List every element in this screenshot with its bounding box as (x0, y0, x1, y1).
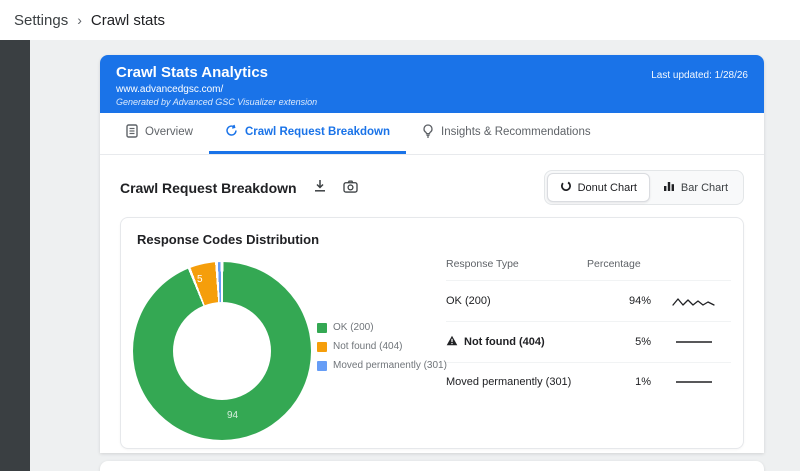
tab-breakdown-label: Crawl Request Breakdown (244, 126, 391, 138)
bar-chart-icon (663, 180, 675, 195)
legend-swatch-moved (317, 360, 327, 371)
donut-chart[interactable]: 94 5 (133, 262, 311, 440)
download-button[interactable] (313, 179, 327, 196)
table-header-row: Response Type Percentage (446, 258, 731, 280)
generated-by-note: Generated by Advanced GSC Visualizer ext… (116, 97, 318, 107)
left-edge-panel (0, 40, 30, 471)
col-response-type: Response Type (446, 258, 519, 270)
card-title: Crawl Stats Analytics (116, 64, 268, 81)
row-not-found-pct: 5% (635, 336, 651, 348)
table-row: Not found (404) 5% (446, 321, 731, 362)
breadcrumb: Settings › Crawl stats (0, 0, 800, 40)
legend-label-not-found: Not found (404) (333, 341, 403, 352)
site-url: www.advancedgsc.com/ (116, 84, 224, 95)
table-row: OK (200) 94% (446, 280, 731, 321)
row-moved-pct: 1% (635, 376, 651, 388)
lightbulb-icon (422, 123, 434, 141)
crawl-stats-card: Crawl Stats Analytics www.advancedgsc.co… (100, 55, 764, 453)
legend-label-moved: Moved permanently (301) (333, 360, 447, 371)
donut-chart-label: Donut Chart (577, 181, 637, 194)
next-section-top (100, 461, 764, 471)
refresh-icon (225, 124, 238, 140)
bar-chart-label: Bar Chart (680, 181, 728, 194)
tab-overview[interactable]: Overview (110, 113, 209, 154)
tab-bar: Overview Crawl Request Breakdown Insight… (100, 113, 764, 155)
document-icon (126, 123, 138, 141)
response-table: Response Type Percentage OK (200) 94% No… (446, 258, 731, 401)
screenshot-button[interactable] (342, 179, 358, 196)
breadcrumb-settings[interactable]: Settings (14, 11, 69, 29)
breadcrumb-separator-icon: › (77, 12, 82, 28)
tab-overview-label: Overview (145, 126, 193, 138)
chart-type-toggle: Donut Chart Bar Chart (543, 170, 744, 205)
row-ok-type: OK (200) (446, 295, 491, 307)
tab-insights-label: Insights & Recommendations (441, 126, 591, 138)
bar-chart-button[interactable]: Bar Chart (650, 173, 741, 202)
legend-item-not-found[interactable]: Not found (404) (317, 341, 447, 352)
sparkline-not-found-icon (657, 339, 731, 345)
tab-crawl-request-breakdown[interactable]: Crawl Request Breakdown (208, 113, 407, 154)
last-updated-label: Last updated: 1/28/26 (651, 70, 748, 81)
legend-swatch-not-found (317, 341, 327, 352)
table-row: Moved permanently (301) 1% (446, 362, 731, 401)
donut-chart-icon (560, 180, 572, 195)
breadcrumb-current: Crawl stats (90, 11, 166, 29)
row-moved-type: Moved permanently (301) (446, 376, 572, 388)
row-ok-pct: 94% (628, 295, 651, 307)
camera-icon (342, 179, 358, 196)
warning-icon (446, 335, 458, 349)
slice-label-ok: 94 (227, 410, 239, 421)
card-header: Crawl Stats Analytics www.advancedgsc.co… (100, 55, 764, 113)
legend-item-ok[interactable]: OK (200) (317, 322, 447, 333)
donut-chart-button[interactable]: Donut Chart (546, 173, 650, 202)
row-not-found-label: Not found (404) (464, 336, 545, 348)
chart-legend: OK (200) Not found (404) Moved permanent… (317, 322, 447, 371)
legend-item-moved[interactable]: Moved permanently (301) (317, 360, 447, 371)
legend-swatch-ok (317, 322, 327, 333)
slice-label-not-found: 5 (197, 274, 203, 285)
sparkline-moved-icon (657, 379, 731, 385)
row-not-found-type: Not found (404) (446, 335, 587, 349)
download-icon (313, 179, 327, 196)
panel-title: Response Codes Distribution (137, 232, 320, 247)
section-title: Crawl Request Breakdown (120, 179, 297, 196)
tab-insights-recommendations[interactable]: Insights & Recommendations (406, 113, 607, 154)
response-codes-panel: Response Codes Distribution 94 5 OK (200… (120, 217, 744, 449)
sparkline-ok-icon (657, 294, 731, 308)
col-percentage: Percentage (587, 258, 641, 270)
legend-label-ok: OK (200) (333, 322, 374, 333)
section-toolbar: Crawl Request Breakdown Donut Chart (100, 155, 764, 215)
